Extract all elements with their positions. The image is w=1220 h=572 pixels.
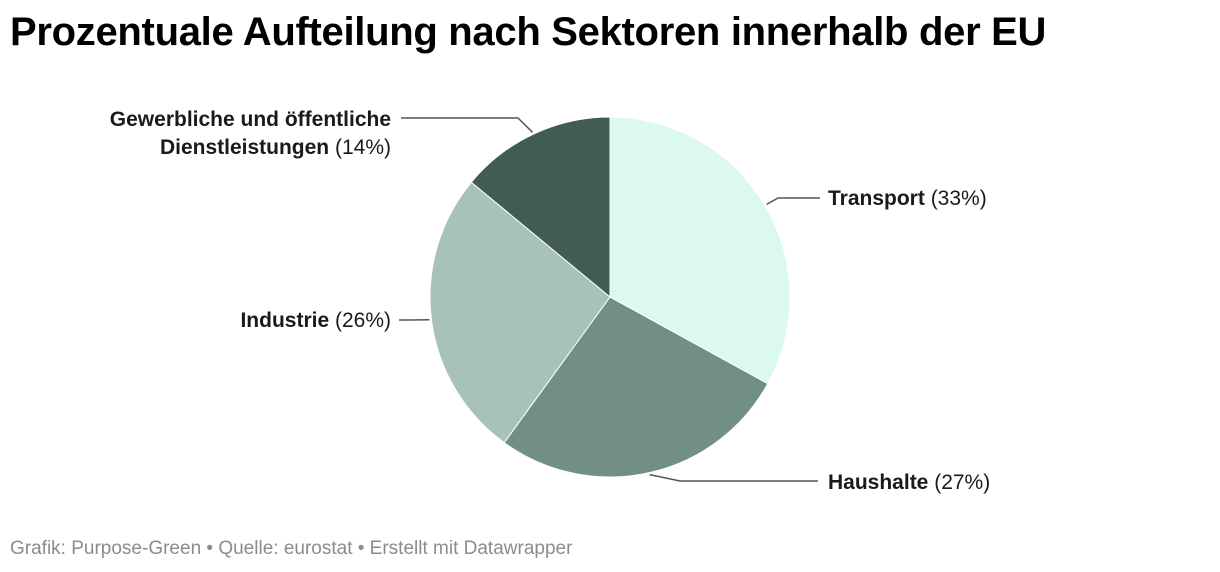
slice-label-value: (26%): [329, 309, 391, 332]
slice-label-gewerbliche-und-öffentliche-dienstleistungen: Gewerbliche und öffentliche Dienstleistun…: [110, 108, 391, 159]
pie-slice-haushalte: [503, 296, 769, 478]
leader-line-transport: [766, 197, 820, 206]
pie-slices: [429, 116, 791, 478]
slice-labels: Transport (33%) Haushalte (27%) Industrie …: [110, 108, 990, 494]
slice-label-name: Gewerbliche und öffentliche: [110, 108, 391, 131]
leader-line-haushalte: [649, 473, 818, 482]
slice-label-transport: Transport (33%): [828, 187, 987, 210]
slice-label-name: Dienstleistungen: [160, 136, 329, 159]
slice-label-value: (14%): [329, 136, 391, 159]
slice-label-name: Haushalte: [828, 471, 928, 494]
chart-title: Prozentuale Aufteilung nach Sektoren inn…: [10, 10, 1047, 54]
slice-label-value: (27%): [928, 471, 990, 494]
leader-lines: [399, 117, 820, 482]
leader-line-gewerbliche-und-öffentliche-dienstleistungen: [401, 117, 534, 133]
slice-label-value: (33%): [925, 187, 987, 210]
slice-label-name: Transport: [828, 187, 925, 210]
pie-slice-industrie: [429, 181, 611, 444]
chart-footer: Grafik: Purpose-Green • Quelle: eurostat…: [10, 538, 573, 559]
pie-slice-transport: [609, 116, 791, 385]
slice-label-name: Industrie: [240, 309, 329, 332]
slice-label-industrie: Industrie (26%): [240, 309, 391, 332]
pie-slice-gewerbliche-und-öffentliche-dienstleistungen: [470, 116, 611, 299]
slice-label-haushalte: Haushalte (27%): [828, 471, 990, 494]
